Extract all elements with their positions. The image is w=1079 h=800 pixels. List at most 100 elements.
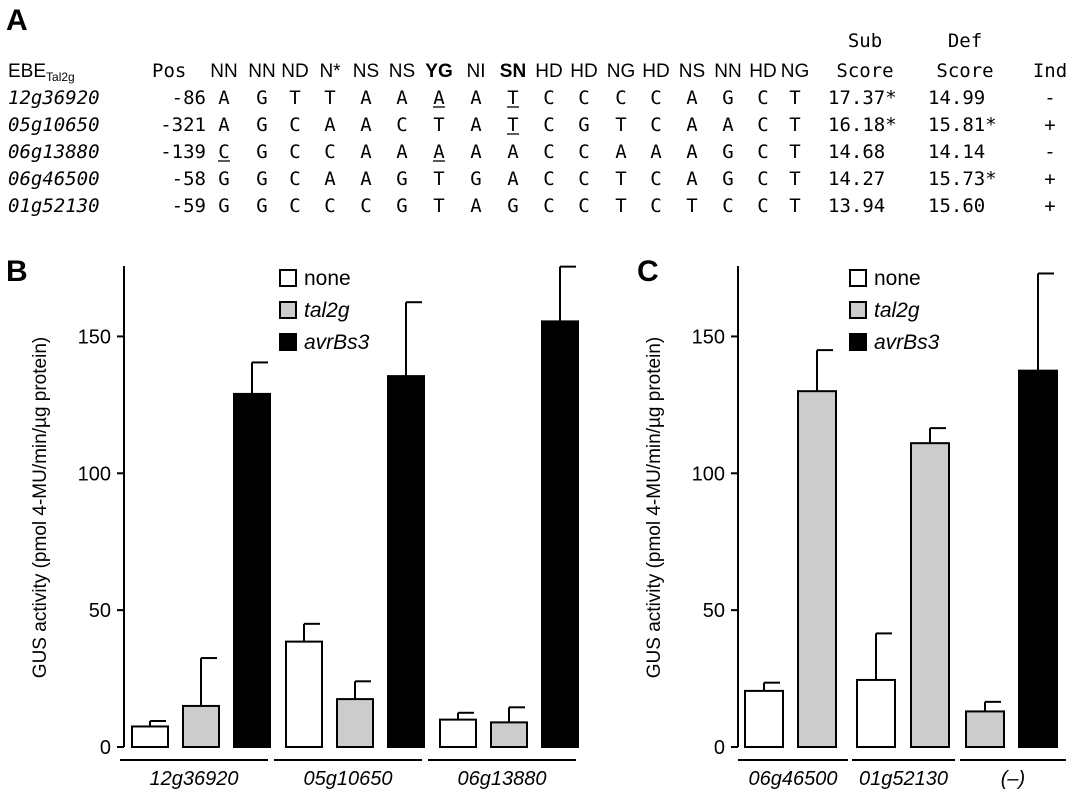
legend-swatch-avrBs3 <box>279 333 297 351</box>
base-letter: G <box>218 195 229 217</box>
y-tick-label: 100 <box>78 463 111 485</box>
table-row: 06g46500 -58 G G C A A G T G A C C T C A G C T 14.27 15.73* + <box>8 168 1056 190</box>
chart-b: 0 50 100 150 GUS activity (pmol 4-MU/min/µg … <box>30 265 579 790</box>
bar-tal2g <box>910 442 950 748</box>
legend-swatch-none <box>849 269 867 287</box>
bar-tal2g <box>182 704 220 749</box>
base-letter: A <box>396 141 408 163</box>
def-score-value: 15.60 <box>928 195 985 217</box>
base-letter: G <box>396 168 407 190</box>
sub-score-value: 13.94 <box>828 195 885 217</box>
base-letter: G <box>256 168 267 190</box>
y-tick-label: 100 <box>692 463 725 485</box>
def-score-value: 15.73* <box>928 168 997 190</box>
bar-tal2g <box>965 710 1005 748</box>
induction-value: + <box>1044 114 1055 136</box>
def-score-value: 14.99 <box>928 87 985 109</box>
ebe-table: EBETal2g Pos NN NN ND N* NS NS YG NI SN HD HD NG HD NS N… <box>8 30 1067 217</box>
panel-label-b: B <box>6 255 28 288</box>
base-letter: A <box>722 114 734 136</box>
position-value: -321 <box>160 114 206 136</box>
def-score-value: 15.81* <box>928 114 997 136</box>
y-tick-label: 0 <box>714 737 725 759</box>
base-letter: C <box>650 114 661 136</box>
panel-label-c: C <box>637 255 659 288</box>
category-label: 05g10650 <box>304 768 393 790</box>
rvd-header: NN <box>210 61 237 82</box>
base-letter: A <box>650 141 662 163</box>
base-letter: C <box>324 195 335 217</box>
ebe-header: EBETal2g <box>8 61 75 84</box>
base-letter: C <box>722 195 733 217</box>
rvd-header: YG <box>425 61 452 82</box>
rvd-header: ND <box>281 61 308 82</box>
rvd-header: NG <box>607 61 636 82</box>
bar-none <box>744 689 784 748</box>
pos-header: Pos <box>152 60 186 82</box>
rvd-header: N* <box>319 61 341 82</box>
base-letter: C <box>578 168 589 190</box>
base-letter: T <box>615 114 626 136</box>
gene-id: 06g13880 <box>8 141 100 163</box>
base-letter: C <box>578 141 589 163</box>
induction-value: + <box>1044 168 1055 190</box>
sub-score-value: 17.37* <box>828 87 897 109</box>
gene-id: 05g10650 <box>8 114 100 136</box>
bar-avrBs3 <box>1018 369 1058 748</box>
legend-label: avrBs3 <box>304 331 370 354</box>
base-letter: G <box>470 168 481 190</box>
base-letter: C <box>289 195 300 217</box>
legend-label: none <box>304 267 351 290</box>
base-letter: T <box>507 114 518 136</box>
bar-none <box>856 678 896 748</box>
induction-value: + <box>1044 195 1055 217</box>
bar-avrBs3 <box>541 320 579 748</box>
base-letter: C <box>360 195 371 217</box>
induction-value: - <box>1044 141 1055 163</box>
base-letter: A <box>686 168 698 190</box>
base-letter: G <box>578 114 589 136</box>
base-letter: T <box>433 195 444 217</box>
base-letter: A <box>324 114 336 136</box>
table-row: 12g36920 -86 A G T T A A A A T C C C C A G C T 17.37* 14.99- <box>8 87 1056 109</box>
ind-header: Ind <box>1033 60 1067 82</box>
rvd-header: NS <box>389 61 415 82</box>
legend-label: none <box>874 267 921 290</box>
position-value: -139 <box>160 141 206 163</box>
legend-label: tal2g <box>304 299 350 322</box>
gene-id: 01g52130 <box>8 195 100 217</box>
rvd-header: HD <box>535 61 562 82</box>
category-label: (–) <box>1001 768 1025 790</box>
gene-id: 12g36920 <box>8 87 100 109</box>
base-letter: A <box>470 87 482 109</box>
induction-value: - <box>1044 87 1055 109</box>
y-tick-label: 50 <box>703 600 725 622</box>
legend-swatch-avrBs3 <box>849 333 867 351</box>
rvd-header: NI <box>467 61 486 82</box>
base-letter: T <box>686 195 697 217</box>
sub-score-value: 16.18* <box>828 114 897 136</box>
base-letter: A <box>433 141 445 163</box>
base-letter: C <box>396 114 407 136</box>
base-letter: G <box>256 87 267 109</box>
ebe-subscript: Tal2g <box>46 70 75 84</box>
base-letter: A <box>470 141 482 163</box>
legend-label: tal2g <box>874 299 920 322</box>
y-axis-label: GUS activity (pmol 4-MU/min/µg protein) <box>644 337 665 678</box>
base-letter: T <box>615 168 626 190</box>
base-letter: G <box>218 168 229 190</box>
bar-tal2g <box>490 721 528 749</box>
legend-swatch-none <box>279 269 297 287</box>
base-letter: G <box>256 141 267 163</box>
y-tick-label: 0 <box>100 737 111 759</box>
legend-swatch-tal2g <box>849 301 867 319</box>
rvd-header: NN <box>248 61 275 82</box>
base-letter: A <box>470 114 482 136</box>
base-letter: A <box>360 87 372 109</box>
rvd-header: HD <box>642 61 669 82</box>
legend-label: avrBs3 <box>874 331 940 354</box>
base-letter: C <box>650 168 661 190</box>
rvd-header: NN <box>714 61 741 82</box>
base-letter: A <box>360 114 372 136</box>
base-letter: A <box>218 114 230 136</box>
